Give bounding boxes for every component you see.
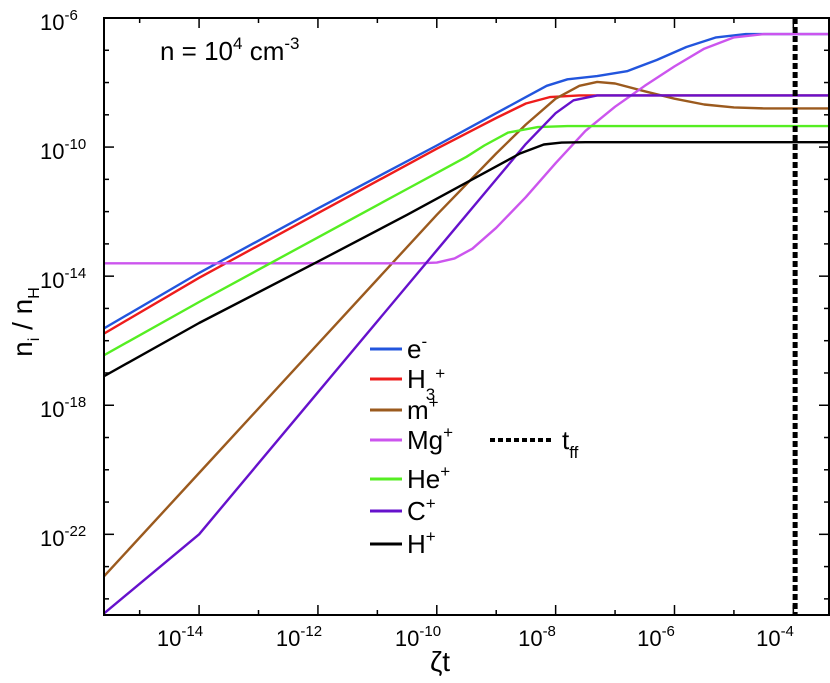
x-tick-label: 10-4 bbox=[756, 623, 794, 651]
legend-label-m: m+ bbox=[407, 393, 439, 425]
legend-label-c: C+ bbox=[407, 494, 436, 526]
series-line-2 bbox=[104, 80, 829, 578]
x-tick-label: 10-8 bbox=[518, 623, 556, 651]
series-line-0 bbox=[104, 32, 829, 330]
series-line-5 bbox=[104, 94, 829, 615]
legend-label-mg: Mg+ bbox=[407, 423, 453, 455]
series-layer bbox=[104, 32, 829, 615]
x-tick-label: 10-12 bbox=[276, 623, 322, 651]
y-tick-label: 10-6 bbox=[40, 7, 78, 35]
y-tick-label: 10-18 bbox=[40, 394, 86, 422]
y-tick-label: 10-10 bbox=[40, 136, 86, 164]
series-line-4 bbox=[104, 124, 829, 357]
y-tick-labels: 10-22 10-18 10-14 10-10 10-6 bbox=[40, 7, 86, 551]
series-line-1 bbox=[104, 94, 829, 335]
y-tick-label: 10-14 bbox=[40, 265, 86, 293]
series-line-6 bbox=[104, 141, 829, 378]
legend-label-e: e- bbox=[407, 332, 427, 364]
tick-layer bbox=[104, 17, 829, 615]
series-line-3 bbox=[104, 32, 829, 265]
legend-label-tff: tff bbox=[562, 425, 579, 462]
legend: e- H3+ m+ Mg+ He+ C+ H+ tff bbox=[370, 332, 579, 559]
legend-label-he: He+ bbox=[407, 462, 450, 494]
y-axis-label: ni / nH bbox=[7, 287, 43, 357]
x-tick-labels: 10-14 10-12 10-10 10-8 10-6 10-4 bbox=[157, 623, 794, 651]
x-tick-label: 10-6 bbox=[637, 623, 675, 651]
density-annotation: n = 104 cm-3 bbox=[160, 34, 300, 66]
x-axis-label: ζt bbox=[430, 646, 450, 677]
x-tick-label: 10-14 bbox=[157, 623, 203, 651]
x-tick-label: 10-10 bbox=[395, 623, 441, 651]
y-tick-label: 10-22 bbox=[40, 523, 86, 551]
legend-label-h3: H3+ bbox=[407, 364, 445, 404]
plot-frame bbox=[103, 17, 830, 616]
legend-label-hplus: H+ bbox=[407, 527, 436, 559]
